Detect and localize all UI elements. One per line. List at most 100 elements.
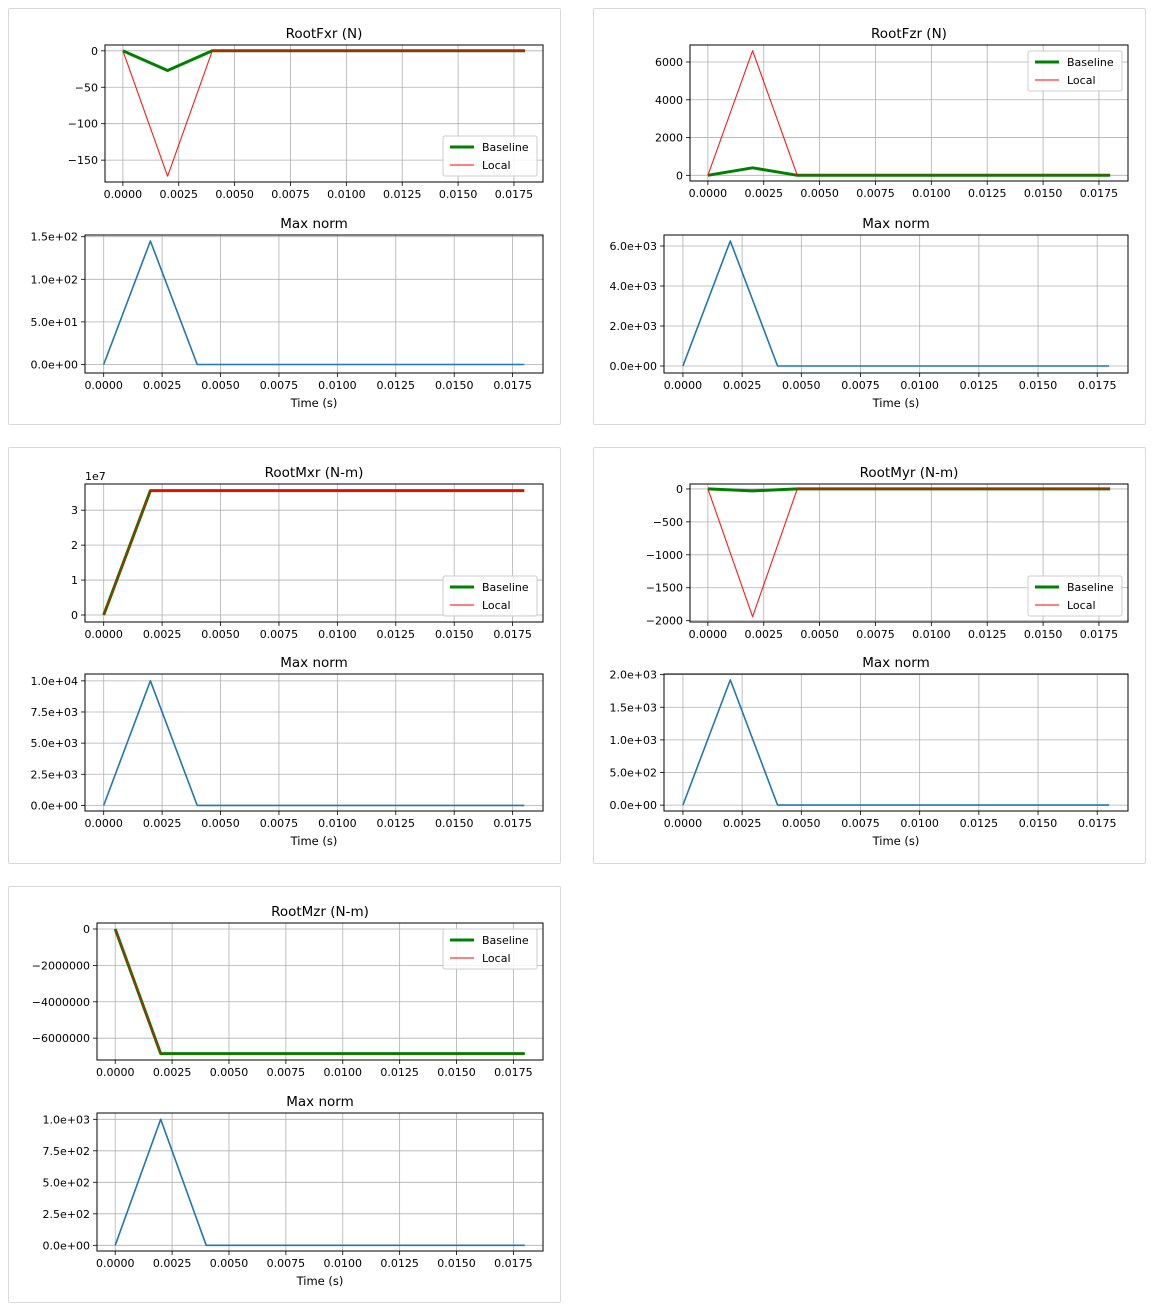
x-tick-label: 0.0175 — [1080, 628, 1119, 641]
x-tick-label: 0.0125 — [380, 1066, 419, 1079]
x-tick-label: 0.0175 — [493, 628, 532, 641]
x-tick-label: 0.0100 — [318, 817, 357, 830]
x-tick-label: 0.0000 — [664, 817, 703, 830]
x-tick-label: 0.0150 — [435, 817, 474, 830]
chart-title: Max norm — [280, 216, 347, 232]
x-tick-label: 0.0000 — [664, 379, 703, 392]
chart-card-rootmyr: 0.0000 0.0025 0.0050 0.0075 0.0100 0.0125 0.01… — [593, 447, 1146, 864]
y-tick-label: −100 — [68, 118, 98, 131]
y-tick-label: 0 — [676, 483, 683, 496]
x-tick-label: 0.0125 — [377, 379, 416, 392]
series-max-norm-line — [114, 1118, 525, 1247]
max-norm-panel: 0.0000 0.0025 0.0050 0.0075 0.0100 0.0125 0.01… — [43, 1094, 544, 1288]
x-tick-label: 0.0050 — [201, 628, 240, 641]
x-tick-label: 0.0175 — [1078, 379, 1117, 392]
y-tick-label: −150 — [68, 154, 98, 167]
x-tick-label: 0.0150 — [435, 628, 474, 641]
x-tick-label: 0.0075 — [260, 379, 299, 392]
y-tick-label: 3 — [71, 504, 78, 517]
chart-card-rootmxr: 0.0000 0.0025 0.0050 0.0075 0.0100 0.0125 0.01… — [8, 447, 561, 864]
x-tick-label: 0.0025 — [723, 817, 762, 830]
chart-title: Max norm — [280, 655, 347, 671]
x-tick-label: 0.0100 — [327, 188, 366, 201]
x-tick-label: 0.0100 — [900, 379, 939, 392]
max-norm-panel: 0.0000 0.0025 0.0050 0.0075 0.0100 0.0125 0.01… — [610, 655, 1129, 848]
series-local-line — [707, 488, 1111, 618]
chart-title: RootMxr (N-m) — [265, 465, 364, 481]
y-tick-label: 0.0e+00 — [43, 1239, 90, 1252]
legend-local-label: Local — [1067, 599, 1096, 612]
series-local-line — [122, 50, 526, 177]
x-tick-label: 0.0100 — [900, 817, 939, 830]
legend: Baseline Local — [1027, 50, 1123, 92]
legend-baseline-label: Baseline — [1067, 56, 1114, 69]
x-tick-label: 0.0150 — [437, 1257, 476, 1270]
x-tick-label: 0.0100 — [318, 379, 357, 392]
x-tick-label: 0.0075 — [841, 817, 880, 830]
x-tick-label: 0.0150 — [437, 1066, 476, 1079]
x-tick-label: 0.0075 — [260, 628, 299, 641]
x-tick-label: 0.0100 — [324, 1066, 363, 1079]
chart-figure: 0.0000 0.0025 0.0050 0.0075 0.0100 0.0125 0.01… — [31, 26, 544, 410]
x-tick-label: 0.0025 — [744, 628, 783, 641]
y-tick-label: 6000 — [655, 56, 683, 69]
x-tick-label: 0.0075 — [260, 817, 299, 830]
x-tick-label: 0.0025 — [723, 379, 762, 392]
x-tick-label: 0.0175 — [493, 817, 532, 830]
x-tick-label: 0.0150 — [435, 379, 474, 392]
chart-title: Max norm — [286, 1094, 353, 1110]
y-tick-label: −1000 — [646, 549, 683, 562]
main-panel: 0.0000 0.0025 0.0050 0.0075 0.0100 0.0125 0.01… — [655, 26, 1129, 200]
y-tick-label: 5.0e+01 — [31, 316, 78, 329]
chart-title: RootMyr (N-m) — [860, 465, 959, 481]
series-local-line — [103, 490, 525, 616]
y-tick-label: 1 — [71, 574, 78, 587]
series-max-norm-line — [682, 679, 1110, 806]
x-tick-label: 0.0025 — [744, 187, 783, 200]
legend-local-label: Local — [482, 159, 511, 172]
chart-title: Max norm — [862, 655, 929, 671]
chart-figure: 0.0000 0.0025 0.0050 0.0075 0.0100 0.0125 0.01… — [610, 26, 1129, 410]
x-axis-label: Time (s) — [872, 834, 920, 848]
x-tick-label: 0.0150 — [1024, 628, 1063, 641]
legend-baseline-label: Baseline — [482, 141, 529, 154]
x-tick-label: 0.0025 — [143, 379, 182, 392]
x-tick-label: 0.0050 — [800, 628, 839, 641]
y-tick-label: 5.0e+02 — [43, 1176, 90, 1189]
y-tick-label: −1500 — [646, 582, 683, 595]
legend: Baseline Local — [442, 575, 538, 617]
chart-title: RootFxr (N) — [286, 26, 363, 42]
y-tick-label: −500 — [653, 516, 683, 529]
x-tick-label: 0.0025 — [153, 1066, 192, 1079]
x-tick-label: 0.0075 — [271, 188, 310, 201]
y-tick-label: 1.5e+03 — [610, 701, 657, 714]
legend: Baseline Local — [442, 928, 538, 970]
y-tick-label: 7.5e+02 — [43, 1145, 90, 1158]
x-tick-label: 0.0100 — [912, 628, 951, 641]
y-tick-label: −6000000 — [32, 1032, 90, 1045]
series-local-line — [707, 50, 1111, 176]
x-tick-label: 0.0075 — [856, 628, 895, 641]
series-local-line — [114, 928, 525, 1055]
main-panel: 0.0000 0.0025 0.0050 0.0075 0.0100 0.0125 0.01… — [68, 26, 544, 201]
x-tick-label: 0.0100 — [912, 187, 951, 200]
max-norm-panel: 0.0000 0.0025 0.0050 0.0075 0.0100 0.0125 0.01… — [31, 216, 544, 410]
axes-frame — [689, 483, 1129, 623]
series-max-norm-line — [102, 240, 525, 366]
x-tick-label: 0.0175 — [494, 1066, 533, 1079]
x-tick-label: 0.0175 — [1080, 187, 1119, 200]
y-tick-label: 2.5e+03 — [31, 768, 78, 781]
y-tick-label: −2000000 — [32, 959, 90, 972]
x-tick-label: 0.0050 — [210, 1257, 249, 1270]
y-tick-label: 4000 — [655, 94, 683, 107]
x-tick-label: 0.0025 — [143, 817, 182, 830]
x-tick-label: 0.0000 — [104, 188, 143, 201]
axes-frame — [84, 234, 544, 374]
x-tick-label: 0.0050 — [782, 817, 821, 830]
x-tick-label: 0.0025 — [143, 628, 182, 641]
x-tick-label: 0.0175 — [494, 1257, 533, 1270]
x-tick-label: 0.0125 — [380, 1257, 419, 1270]
y-tick-label: 1.0e+03 — [610, 734, 657, 747]
x-tick-label: 0.0175 — [1078, 817, 1117, 830]
x-tick-label: 0.0075 — [267, 1066, 306, 1079]
